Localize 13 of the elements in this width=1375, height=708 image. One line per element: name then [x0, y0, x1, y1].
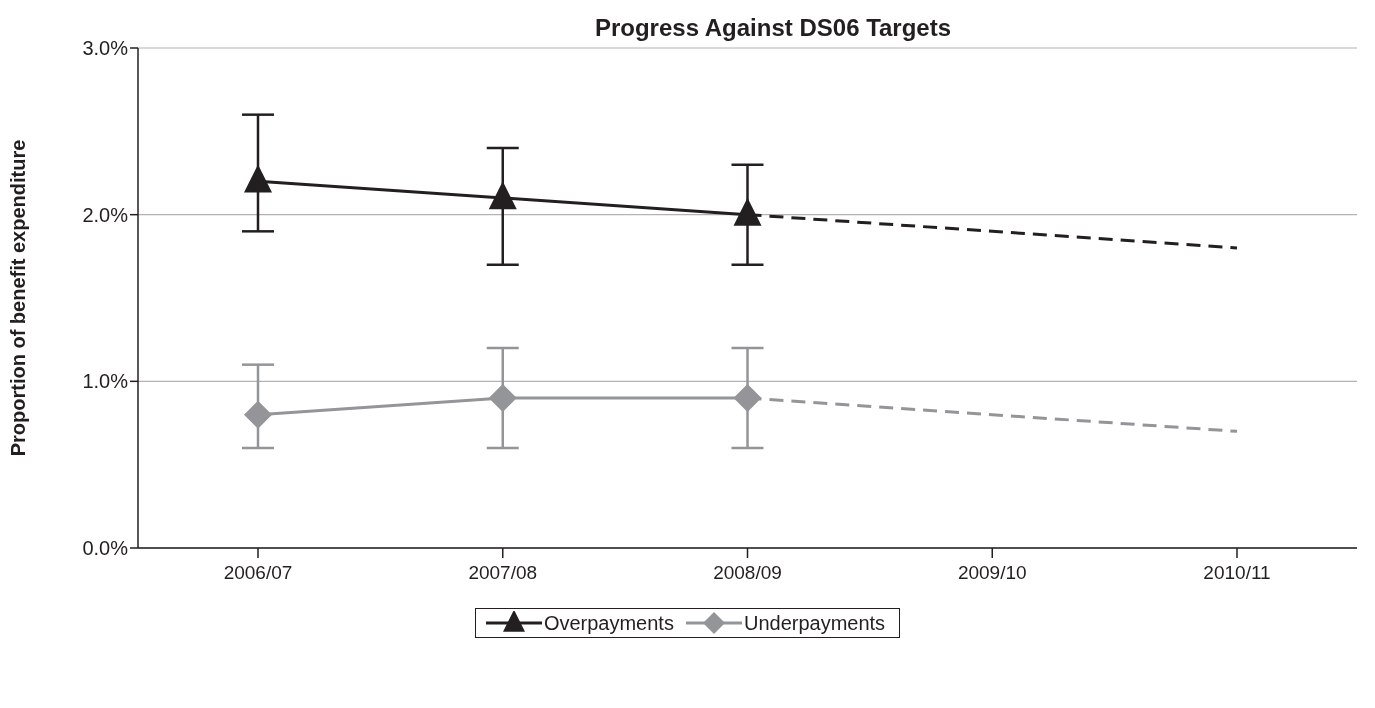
y-axis-title: Proportion of benefit expenditure [7, 139, 30, 457]
x-tick-label: 2008/09 [713, 562, 782, 584]
y-tick-label: 1.0% [82, 370, 129, 393]
y-tick-label: 2.0% [82, 203, 129, 226]
legend-label: Overpayments [543, 611, 674, 635]
legend-label: Underpayments [743, 611, 886, 635]
y-tick-label: 3.0% [82, 37, 129, 60]
y-tick-label: 0.0% [82, 537, 129, 560]
x-tick-label: 2007/08 [468, 562, 538, 584]
x-tick-label: 2006/07 [223, 562, 293, 584]
chart-title: Progress Against DS06 Targets [594, 14, 952, 41]
x-tick-label: 2010/11 [1203, 562, 1271, 584]
x-tick-label: 2009/10 [957, 562, 1027, 584]
